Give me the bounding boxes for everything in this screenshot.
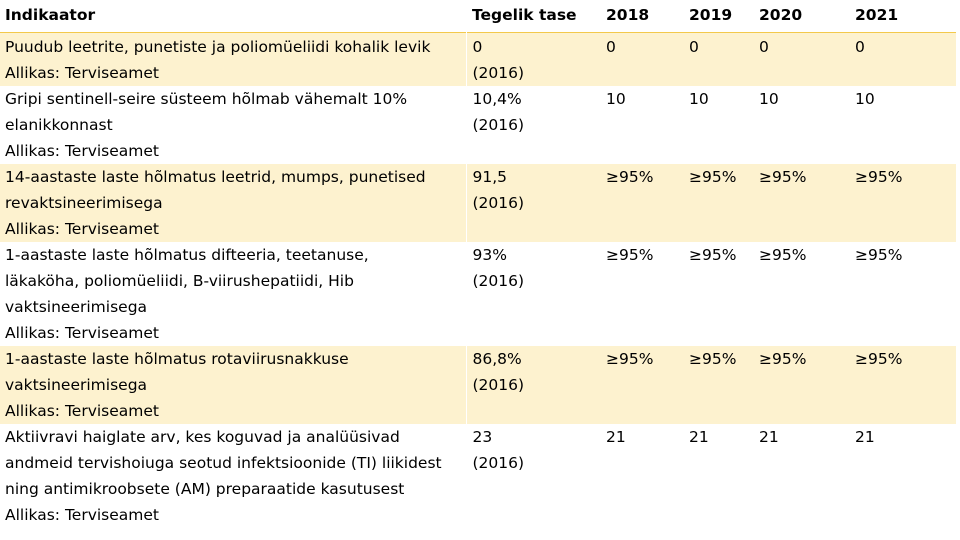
baseline-cell: 93% (2016) [466, 241, 600, 346]
indicator-cell: 1-aastaste laste hõlmatus rotaviirusnakk… [0, 345, 467, 424]
header-2020: 2020 [759, 6, 803, 24]
value-2020-cell: ≥95% [753, 241, 849, 346]
value-2021-cell: ≥95% [849, 241, 956, 346]
header-2019: 2019 [689, 6, 733, 24]
value-2018-cell: ≥95% [600, 345, 683, 424]
value-2021-cell: ≥95% [849, 345, 956, 424]
value-2018-cell: ≥95% [600, 241, 683, 346]
indicator-cell: Aktiivravi haiglate arv, kes koguvad ja … [0, 423, 467, 528]
baseline-cell: 10,4% (2016) [466, 85, 600, 164]
value-2019-cell: ≥95% [683, 241, 753, 346]
indicator-cell: Gripi sentinell-seire süsteem hõlmab väh… [0, 85, 467, 164]
indicator-cell: 1-aastaste laste hõlmatus difteeria, tee… [0, 241, 467, 346]
header-2021: 2021 [855, 6, 899, 24]
value-2019-cell: ≥95% [683, 345, 753, 424]
table-header-row: Indikaator Tegelik tase 2018 2019 2020 2… [0, 0, 956, 32]
value-2018-cell: 0 [600, 32, 683, 86]
baseline-cell: 23 (2016) [466, 423, 600, 528]
baseline-cell: 86,8% (2016) [466, 345, 600, 424]
value-2018-cell: ≥95% [600, 163, 683, 242]
indicator-table: Indikaator Tegelik tase 2018 2019 2020 2… [0, 0, 956, 528]
value-2020-cell: 21 [753, 423, 849, 528]
indicator-cell: Puudub leetrite, punetiste ja poliomüeli… [0, 32, 467, 86]
value-2019-cell: 0 [683, 32, 753, 86]
value-2020-cell: ≥95% [753, 345, 849, 424]
indicator-cell: 14-aastaste laste hõlmatus leetrid, mump… [0, 163, 467, 242]
value-2020-cell: ≥95% [753, 163, 849, 242]
header-baseline: Tegelik tase [472, 6, 577, 24]
header-indicator: Indikaator [5, 6, 96, 24]
value-2021-cell: 21 [849, 423, 956, 528]
value-2020-cell: 0 [753, 32, 849, 86]
value-2018-cell: 21 [600, 423, 683, 528]
value-2020-cell: 10 [753, 85, 849, 164]
value-2021-cell: 10 [849, 85, 956, 164]
table-row: Aktiivravi haiglate arv, kes koguvad ja … [0, 423, 956, 528]
value-2019-cell: 21 [683, 423, 753, 528]
table-row: Puudub leetrite, punetiste ja poliomüeli… [0, 32, 956, 86]
value-2021-cell: ≥95% [849, 163, 956, 242]
value-2019-cell: ≥95% [683, 163, 753, 242]
table-row: Gripi sentinell-seire süsteem hõlmab väh… [0, 85, 956, 164]
header-2018: 2018 [606, 6, 650, 24]
value-2018-cell: 10 [600, 85, 683, 164]
table-row: 1-aastaste laste hõlmatus rotaviirusnakk… [0, 345, 956, 424]
table-row: 1-aastaste laste hõlmatus difteeria, tee… [0, 241, 956, 346]
baseline-cell: 91,5 (2016) [466, 163, 600, 242]
table-row: 14-aastaste laste hõlmatus leetrid, mump… [0, 163, 956, 242]
baseline-cell: 0 (2016) [466, 32, 600, 86]
value-2019-cell: 10 [683, 85, 753, 164]
value-2021-cell: 0 [849, 32, 956, 86]
